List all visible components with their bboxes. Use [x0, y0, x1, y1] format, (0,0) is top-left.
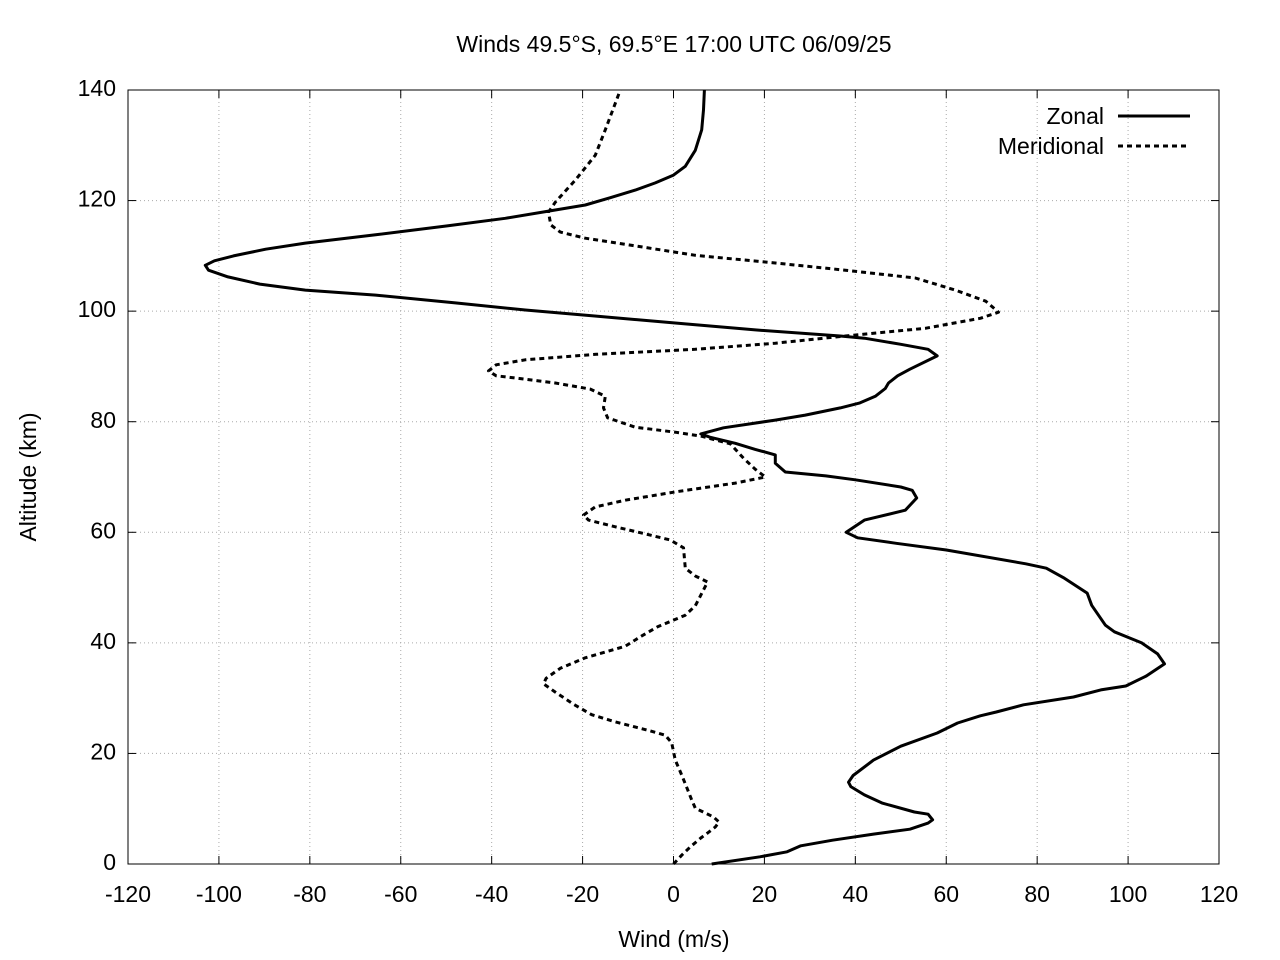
- x-tick-label: 40: [843, 881, 869, 907]
- series-line: [487, 89, 1000, 866]
- legend-label: Zonal: [1046, 103, 1104, 129]
- y-tick-label: 0: [103, 849, 116, 875]
- x-tick-label: 20: [752, 881, 778, 907]
- y-tick-label: 120: [78, 186, 116, 212]
- y-tick-label: 100: [78, 296, 116, 322]
- x-axis-label: Wind (m/s): [618, 926, 729, 952]
- x-tick-label: 80: [1024, 881, 1050, 907]
- x-tick-label: -120: [105, 881, 151, 907]
- x-tick-label: 120: [1200, 881, 1238, 907]
- x-tick-label: -40: [475, 881, 508, 907]
- y-tick-label: 20: [90, 739, 116, 765]
- x-tick-label: 60: [933, 881, 959, 907]
- y-axis-label: Altitude (km): [15, 412, 41, 541]
- y-tick-label: 140: [78, 75, 116, 101]
- y-tick-label: 60: [90, 517, 116, 543]
- x-tick-label: -20: [566, 881, 599, 907]
- chart-title: Winds 49.5°S, 69.5°E 17:00 UTC 06/09/25: [456, 31, 891, 57]
- x-tick-label: 100: [1109, 881, 1147, 907]
- x-tick-label: -80: [293, 881, 326, 907]
- legend-label: Meridional: [998, 133, 1104, 159]
- x-tick-label: -100: [196, 881, 242, 907]
- series-line: [203, 89, 1166, 866]
- x-tick-label: 0: [667, 881, 680, 907]
- x-tick-label: -60: [384, 881, 417, 907]
- y-tick-label: 40: [90, 628, 116, 654]
- y-tick-label: 80: [90, 407, 116, 433]
